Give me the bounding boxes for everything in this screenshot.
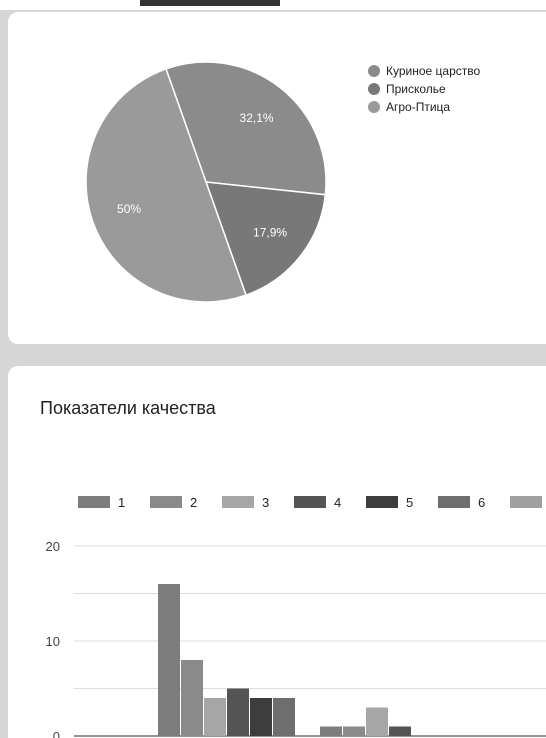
pie-slice[interactable] (204, 181, 327, 297)
pie-chart-card: 32,1% 17,9% 50% Куриное царство Присколье Агр… (8, 12, 546, 344)
bar[interactable] (343, 726, 365, 737)
bar-legend-swatch (294, 496, 326, 508)
bar-legend-swatch (222, 496, 254, 508)
bar[interactable] (204, 698, 226, 736)
bar-legend-swatch (438, 496, 470, 508)
bar-legend-label[interactable]: 2 (190, 495, 197, 510)
pie-slice[interactable] (85, 67, 247, 303)
bar-chart: 123456720100 (46, 495, 546, 738)
active-tab-indicator[interactable] (140, 0, 280, 6)
pie-slice-label: 50% (117, 202, 141, 216)
pie-legend-swatch (368, 65, 380, 77)
bar[interactable] (366, 707, 388, 737)
bar-y-tick-label: 20 (46, 539, 60, 554)
pie-slice-label: 32,1% (240, 111, 274, 125)
bar-legend-label[interactable]: 3 (262, 495, 269, 510)
bar-y-tick-label: 0 (53, 729, 60, 738)
bar-legend-swatch (510, 496, 542, 508)
bar-legend-label[interactable]: 4 (334, 495, 341, 510)
pie-legend-label[interactable]: Присколье (386, 82, 446, 96)
bar-legend-label[interactable]: 1 (118, 495, 125, 510)
pie-legend-swatch (368, 83, 380, 95)
bar-legend-swatch (78, 496, 110, 508)
bar-y-tick-label: 10 (46, 634, 60, 649)
bar-legend-label[interactable]: 6 (478, 495, 485, 510)
bar-chart-title: Показатели качества (40, 398, 216, 418)
bar[interactable] (181, 660, 203, 736)
bar[interactable] (250, 698, 272, 736)
bar[interactable] (227, 688, 249, 737)
bar[interactable] (158, 584, 180, 736)
bar-legend-swatch (150, 496, 182, 508)
pie-slice[interactable] (165, 61, 327, 196)
pie-slice-label: 17,9% (253, 226, 287, 240)
bar-chart-card: Показатели качества 123456720100 (8, 366, 546, 738)
pie-legend-label[interactable]: Агро-Птица (386, 100, 450, 114)
bar-legend-label[interactable]: 5 (406, 495, 413, 510)
bar[interactable] (273, 698, 295, 736)
bar[interactable] (389, 726, 411, 737)
pie-legend-label[interactable]: Куриное царство (386, 64, 480, 78)
pie-chart: 32,1% 17,9% 50% Куриное царство Присколье Агр… (85, 61, 480, 303)
pie-legend-swatch (368, 101, 380, 113)
bar-legend-swatch (366, 496, 398, 508)
bar[interactable] (320, 726, 342, 737)
